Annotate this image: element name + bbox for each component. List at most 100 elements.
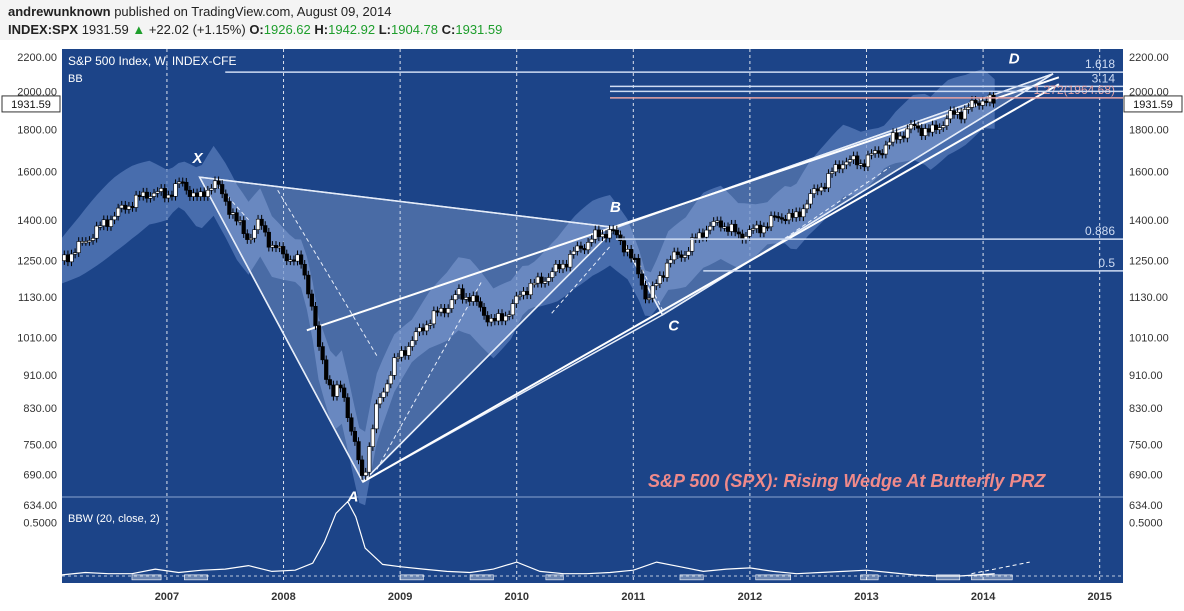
price-bar xyxy=(905,128,910,139)
price-bar xyxy=(464,297,469,300)
price-bar xyxy=(754,224,759,229)
price-bar xyxy=(478,301,483,308)
price-bar xyxy=(349,417,354,432)
price-bar xyxy=(772,215,777,218)
price-bar xyxy=(844,161,849,166)
price-bar xyxy=(324,359,329,380)
price-bar xyxy=(148,196,153,199)
price-bar xyxy=(435,310,440,313)
price-bar xyxy=(618,234,623,241)
price-bar xyxy=(155,191,160,194)
time-tick-2009: 2009 xyxy=(388,591,412,603)
price-bar xyxy=(966,107,971,110)
price-bar xyxy=(898,135,903,140)
price-bar xyxy=(133,194,139,208)
price-bar xyxy=(962,109,967,120)
price-bar xyxy=(460,288,465,300)
price-bar xyxy=(309,293,314,307)
price-bar xyxy=(238,220,243,223)
price-bar xyxy=(166,194,171,199)
price-bar xyxy=(359,459,365,476)
price-tick-left: 830.00 xyxy=(23,403,57,415)
price-bar xyxy=(715,220,720,223)
time-tick-2011: 2011 xyxy=(621,591,645,603)
price-bar xyxy=(112,215,117,221)
price-bar xyxy=(944,118,949,126)
price-bar xyxy=(395,356,401,359)
price-bar xyxy=(474,295,479,302)
price-bar xyxy=(596,229,601,238)
price-bar xyxy=(930,124,935,133)
price-tick-left: 910.00 xyxy=(23,370,57,382)
price-bar xyxy=(220,184,225,195)
price-bar xyxy=(137,194,142,197)
price-bar xyxy=(991,94,996,104)
price-bar xyxy=(316,325,322,347)
price-bar xyxy=(822,186,827,189)
price-bar xyxy=(151,192,157,197)
price-bar xyxy=(560,263,566,270)
price-bar xyxy=(159,188,164,192)
price-tick-right: 750.00 xyxy=(1129,440,1163,452)
price-bar xyxy=(62,254,67,261)
price-tick-left: 1800.00 xyxy=(17,124,57,136)
price-bar xyxy=(646,297,652,300)
price-bar xyxy=(87,240,92,243)
last-price-tag-left xyxy=(1,95,61,113)
price-bar xyxy=(729,223,734,232)
time-tick-2012: 2012 xyxy=(738,591,762,603)
price-bar xyxy=(241,220,246,234)
price-bar xyxy=(815,188,820,192)
price-bar xyxy=(711,221,716,227)
price-tick-right: 910.00 xyxy=(1129,370,1163,382)
bbw-squeeze-marker xyxy=(971,574,1013,581)
price-bar xyxy=(955,111,960,115)
price-bar xyxy=(223,193,228,202)
price-bar xyxy=(306,274,311,295)
price-bar xyxy=(338,384,343,389)
price-bar xyxy=(295,254,300,262)
price-bar xyxy=(550,271,555,278)
price-bar xyxy=(761,226,766,234)
price-bar xyxy=(119,204,124,209)
price-bar xyxy=(901,135,906,139)
price-bar xyxy=(273,245,279,249)
price-bar xyxy=(116,207,121,217)
price-bar xyxy=(751,228,756,231)
pattern-label-a: A xyxy=(347,489,359,506)
price-bar xyxy=(492,318,497,322)
price-bar xyxy=(980,100,985,106)
price-bar xyxy=(532,282,537,285)
price-bar xyxy=(69,253,74,263)
price-bar xyxy=(883,144,888,155)
price-bar xyxy=(675,251,680,256)
price-bar xyxy=(776,216,781,219)
price-bar xyxy=(959,111,964,120)
price-tick-right: 830.00 xyxy=(1129,403,1163,415)
price-bar xyxy=(496,313,501,322)
price-bar xyxy=(453,294,458,301)
quote-line: INDEX:SPX 1931.59 ▲ +22.02 (+1.15%) O:19… xyxy=(8,22,502,37)
last-price: 1931.59 xyxy=(81,22,129,37)
price-bar xyxy=(108,219,114,227)
price-bar xyxy=(951,110,957,115)
dashed-arrow-1 xyxy=(213,180,249,221)
price-tick-left: 1250.00 xyxy=(17,256,57,268)
price-bar xyxy=(707,225,713,231)
price-bar xyxy=(847,159,853,163)
price-bar xyxy=(403,350,408,356)
wedge-lower-line xyxy=(362,83,1060,483)
price-bar xyxy=(80,241,85,244)
price-bar xyxy=(984,100,989,103)
price-bar xyxy=(177,181,182,184)
dashed-arrow-5 xyxy=(638,263,663,311)
price-bar xyxy=(255,218,261,230)
price-bar xyxy=(489,318,494,323)
bbw-tick-left: 0.5000 xyxy=(23,518,57,530)
price-bar xyxy=(575,245,580,252)
price-bar xyxy=(227,201,232,215)
price-bar xyxy=(126,205,132,210)
author-name[interactable]: andrewunknown xyxy=(8,4,111,19)
price-change: +22.02 (+1.15%) xyxy=(148,22,246,37)
